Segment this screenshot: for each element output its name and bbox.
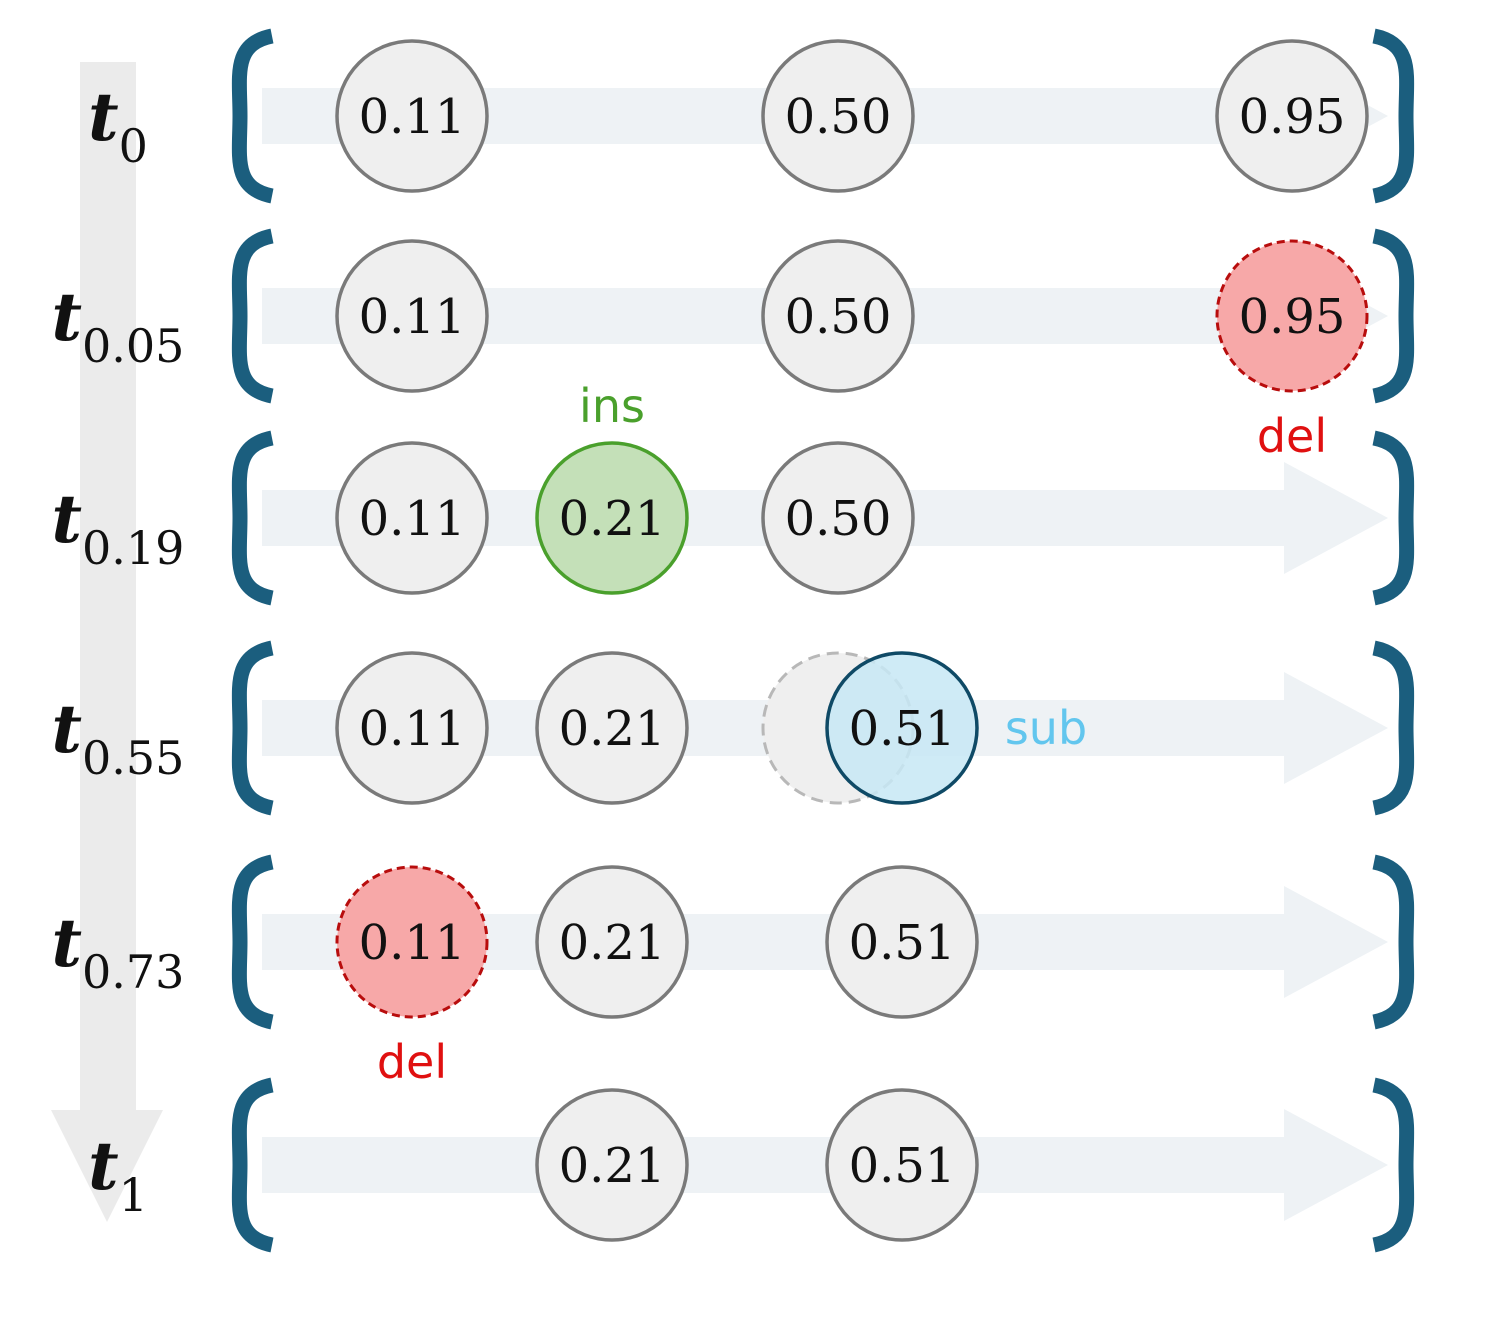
node-circle-normal (761, 239, 915, 393)
row-2: t0.19 0.11 0.21 ins 0.50 (52, 379, 1415, 606)
node-value: 0.21 (559, 915, 666, 971)
row-3: t0.55 0.11 0.21 0.51 sub (52, 640, 1415, 816)
node-value: 0.51 (849, 915, 956, 971)
track-arrow (262, 1109, 1388, 1221)
node-value: 0.50 (785, 289, 892, 345)
node-circle-normal (761, 441, 915, 595)
time-label: t0.55 (52, 690, 185, 785)
right-bracket (1372, 28, 1415, 204)
node-circle-normal (535, 651, 689, 805)
time-label-base: t (52, 480, 83, 558)
left-bracket (231, 1077, 274, 1253)
node-value: 0.11 (359, 701, 466, 757)
left-bracket (231, 430, 274, 606)
right-bracket (1372, 640, 1415, 816)
node-value: 0.11 (359, 491, 466, 547)
left-bracket (231, 228, 274, 404)
node-value: 0.51 (849, 701, 956, 757)
node-value: 0.95 (1239, 289, 1346, 345)
time-label-subscript: 0.55 (82, 731, 184, 785)
node-value: 0.11 (359, 915, 466, 971)
row-5: t1 0.21 0.51 (88, 1077, 1415, 1253)
op-label-del: del (1257, 409, 1327, 463)
left-bracket (231, 854, 274, 1030)
node-value: 0.50 (785, 491, 892, 547)
node-circle-del (1215, 239, 1369, 393)
row-0: t0 0.11 0.50 0.95 (88, 28, 1415, 204)
node-value: 0.21 (559, 1138, 666, 1194)
op-label-ins: ins (579, 379, 645, 433)
time-label-base: t (88, 78, 119, 156)
left-bracket (231, 28, 274, 204)
node-value: 0.50 (785, 89, 892, 145)
node-circle-ins (535, 441, 689, 595)
time-label-base: t (88, 1127, 119, 1205)
op-label-del: del (377, 1035, 447, 1089)
time-label: t0.19 (52, 480, 185, 575)
node-circle-normal (335, 39, 489, 193)
node-circle-sub (825, 651, 979, 805)
time-label-subscript: 0 (119, 119, 148, 173)
row-1: t0.05 0.11 0.50 0.95 del (52, 228, 1415, 463)
time-label-subscript: 1 (119, 1168, 148, 1222)
node-circle-normal (535, 1088, 689, 1242)
time-label-base: t (52, 690, 83, 768)
node-circle-normal (761, 39, 915, 193)
node-circle-normal (825, 865, 979, 1019)
row-4: t0.73 0.11 del 0.21 0.51 (52, 854, 1415, 1089)
node-circle-normal (825, 1088, 979, 1242)
time-label: t0.73 (52, 904, 185, 999)
op-label-sub: sub (1005, 701, 1087, 755)
node-value: 0.11 (359, 289, 466, 345)
right-bracket (1372, 1077, 1415, 1253)
node-circle-del (335, 865, 489, 1019)
time-label-base: t (52, 904, 83, 982)
node-value: 0.21 (559, 491, 666, 547)
left-bracket (231, 640, 274, 816)
time-label: t0 (88, 78, 148, 173)
node-circle-normal (1215, 39, 1369, 193)
time-label-subscript: 0.73 (82, 945, 184, 999)
node-value: 0.21 (559, 701, 666, 757)
node-circle-normal (335, 441, 489, 595)
node-value: 0.11 (359, 89, 466, 145)
right-bracket (1372, 854, 1415, 1030)
time-label-subscript: 0.05 (82, 319, 184, 373)
time-label-base: t (52, 278, 83, 356)
node-value: 0.51 (849, 1138, 956, 1194)
node-circle-normal (335, 239, 489, 393)
right-bracket (1372, 228, 1415, 404)
node-circle-normal (335, 651, 489, 805)
time-arrow (51, 62, 163, 1222)
node-circle-normal (535, 865, 689, 1019)
time-label: t1 (88, 1127, 148, 1222)
right-bracket (1372, 430, 1415, 606)
time-label: t0.05 (52, 278, 185, 373)
node-value: 0.95 (1239, 89, 1346, 145)
time-label-subscript: 0.19 (82, 521, 184, 575)
